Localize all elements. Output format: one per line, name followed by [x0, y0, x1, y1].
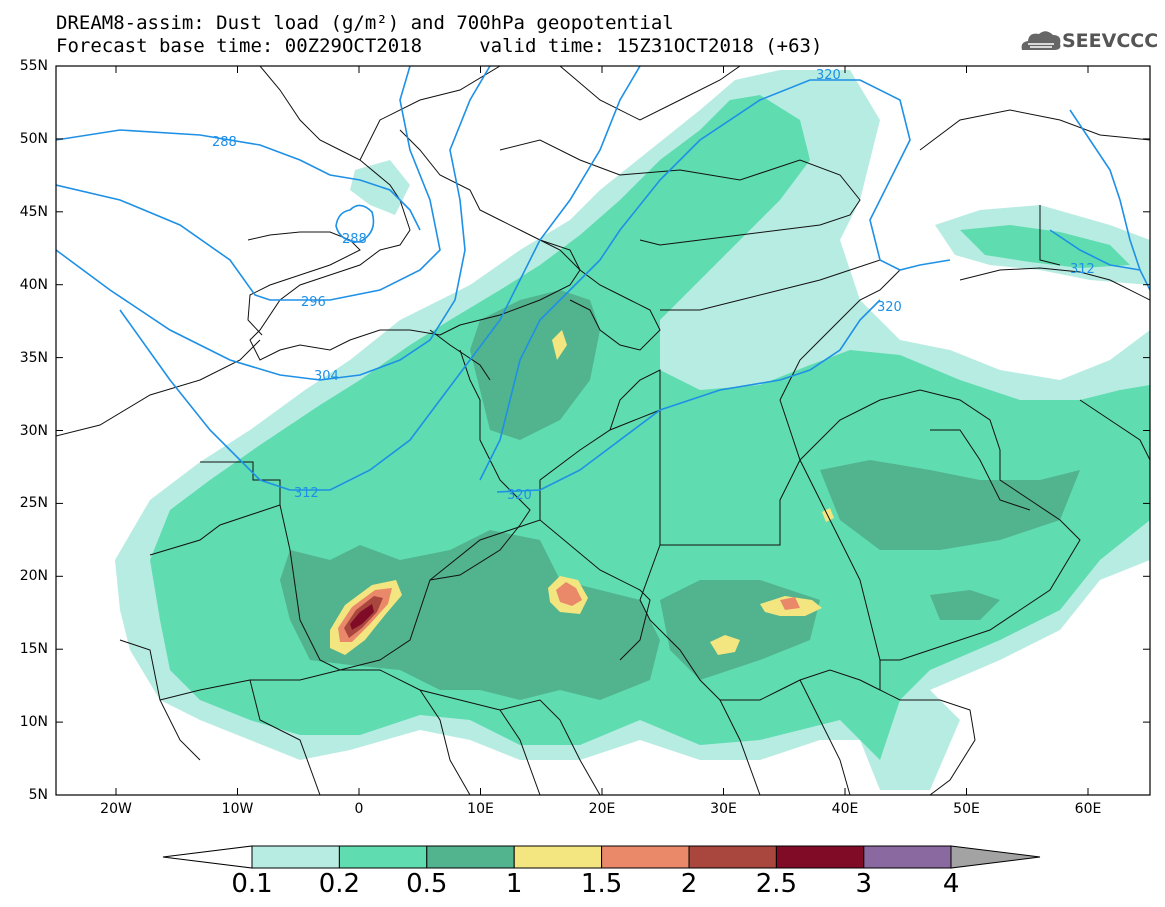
colorbar-swatch [251, 845, 340, 869]
lat-label: 55N [19, 58, 48, 74]
colorbar-swatch [775, 845, 865, 869]
lon-label: 40E [831, 801, 859, 817]
colorbar-tick-label: 0.5 [406, 869, 448, 899]
colorbar-swatch [426, 845, 515, 869]
lat-label: 20N [19, 568, 48, 585]
contour-labels: 288 288 296 304 312 312 320 320 320 [212, 68, 1095, 503]
lat-label: 15N [19, 641, 48, 658]
lat-label: 25N [19, 495, 48, 512]
lon-label: 20E [588, 801, 616, 817]
lat-label: 30N [19, 422, 48, 439]
colorbar-high-triangle [950, 845, 1041, 869]
geopotential-contours [56, 66, 1150, 493]
contour-label: 288 [212, 135, 237, 150]
colorbar-tick-label: 2 [680, 869, 698, 899]
contour-label: 320 [877, 300, 902, 315]
lat-label: 10N [19, 714, 48, 731]
lat-label: 40N [19, 276, 48, 293]
lon-label: 10E [467, 801, 494, 817]
contour-label: 312 [294, 486, 319, 501]
contour-label: 320 [507, 488, 532, 503]
colorbar-swatch [601, 845, 690, 869]
colorbar-swatch [863, 845, 952, 869]
lat-label: 35N [19, 349, 48, 366]
lon-label: 10W [221, 801, 254, 817]
cloud-icon [1021, 31, 1061, 50]
logo-text: SEEVCCC [1062, 30, 1159, 52]
lon-label: 20W [100, 801, 132, 817]
colorbar-swatch [513, 845, 603, 869]
colorbar-tick-label: 1.5 [580, 869, 623, 899]
forecast-times: Forecast base time: 00Z29OCT2018 valid t… [56, 35, 823, 57]
lon-label: 60E [1074, 801, 1102, 817]
colorbar-tick-label: 1 [505, 869, 523, 899]
colorbar-tick-label: 3 [855, 869, 873, 899]
colorbar-swatch [338, 845, 428, 869]
colorbar-low-triangle [162, 845, 253, 869]
colorbar [162, 845, 1041, 869]
contour-label: 320 [816, 68, 841, 83]
lon-label: 0 [354, 801, 364, 817]
contour-label: 288 [342, 232, 367, 247]
colorbar-tick-label: 2.5 [755, 869, 798, 899]
colorbar-tick-label: 0.1 [231, 869, 273, 899]
colorbar-tick-label: 4 [942, 869, 960, 899]
lon-label: 50E [953, 801, 980, 817]
colorbar-swatch [688, 845, 777, 869]
contour-label: 304 [314, 369, 339, 384]
lat-label: 50N [19, 130, 48, 147]
lat-label: 5N [28, 787, 48, 803]
contour-label: 296 [301, 295, 326, 310]
colorbar-tick-label: 0.2 [318, 869, 361, 899]
lat-label: 45N [19, 203, 48, 220]
contour-label: 312 [1070, 262, 1095, 277]
lon-label: 30E [710, 801, 737, 817]
axis-ticks [56, 65, 1150, 796]
map-title: DREAM8-assim: Dust load (g/m²) and 700hP… [56, 12, 674, 34]
